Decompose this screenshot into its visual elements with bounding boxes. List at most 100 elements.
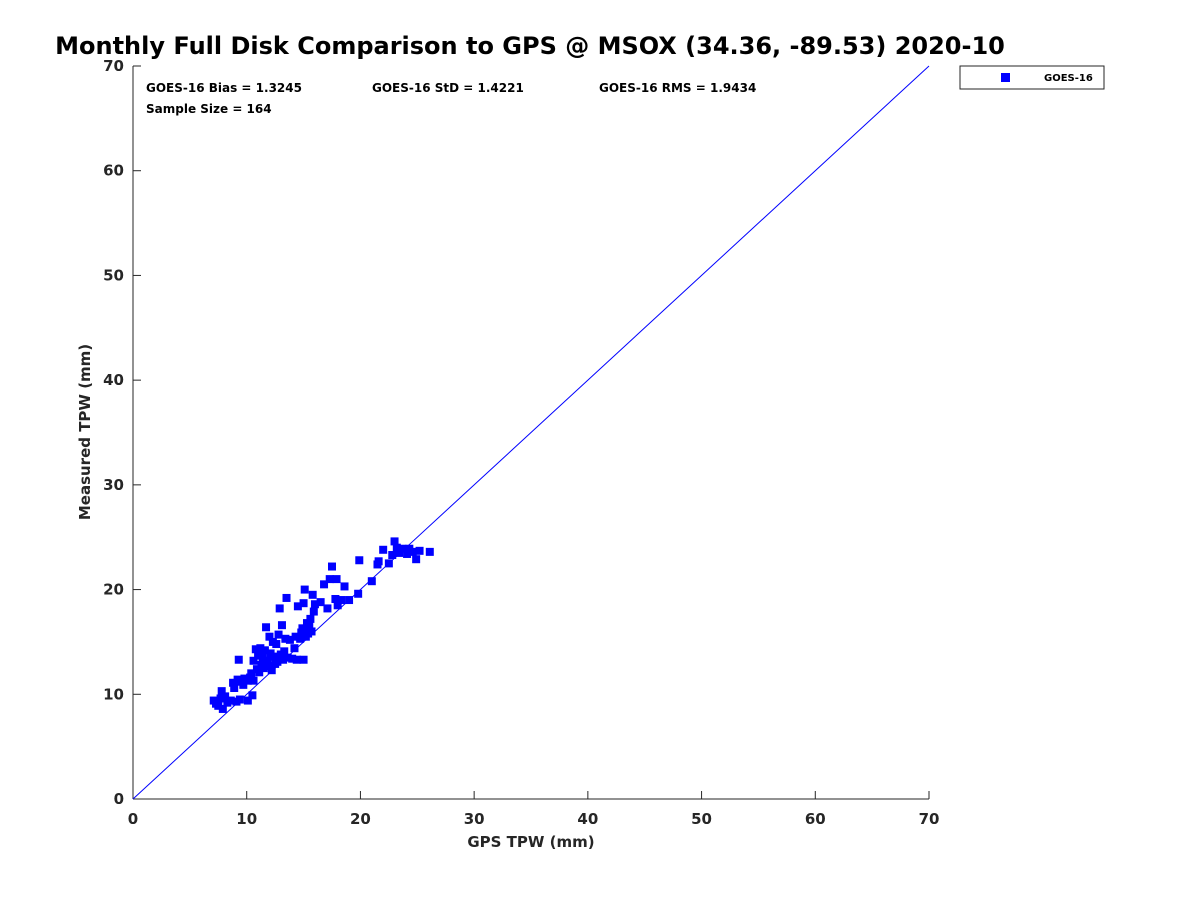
data-point	[267, 666, 276, 675]
data-point	[299, 655, 308, 664]
data-point	[316, 598, 325, 607]
chart-title: Monthly Full Disk Comparison to GPS @ MS…	[55, 32, 1005, 60]
data-point	[305, 622, 314, 631]
data-point	[388, 551, 397, 560]
data-point	[425, 547, 434, 556]
data-point	[390, 537, 399, 546]
data-point	[255, 668, 264, 677]
legend: GOES-16	[959, 65, 1105, 90]
data-point	[379, 545, 388, 554]
data-point	[306, 614, 315, 623]
data-point	[248, 691, 257, 700]
y-tick-label: 70	[103, 57, 124, 75]
x-tick-label: 10	[236, 810, 257, 828]
data-point	[264, 662, 273, 671]
data-point	[345, 596, 354, 605]
x-tick-label: 30	[464, 810, 485, 828]
data-point	[291, 632, 300, 641]
data-point	[292, 655, 301, 664]
data-point	[308, 590, 317, 599]
y-tick-label: 20	[103, 581, 124, 599]
data-point	[216, 694, 225, 703]
x-tick-label: 50	[691, 810, 712, 828]
data-point	[299, 599, 308, 608]
data-point	[293, 602, 302, 611]
std-annotation: GOES-16 StD = 1.4221	[372, 81, 524, 95]
data-point	[260, 646, 269, 655]
rms-annotation: GOES-16 RMS = 1.9434	[599, 81, 756, 95]
data-point	[229, 678, 238, 687]
data-point	[283, 653, 292, 662]
data-point	[256, 644, 265, 653]
data-point	[340, 582, 349, 591]
data-point	[355, 556, 364, 565]
one-to-one-reference-line	[132, 65, 930, 800]
data-point	[275, 604, 284, 613]
legend-label: GOES-16	[1044, 73, 1093, 84]
data-point	[280, 647, 289, 656]
data-point	[328, 562, 336, 571]
x-axis-label: GPS TPW (mm)	[467, 833, 594, 851]
data-point	[384, 559, 393, 568]
x-tick-label: 60	[805, 810, 826, 828]
data-point	[282, 593, 291, 602]
data-point	[254, 651, 263, 660]
data-point	[296, 634, 305, 643]
data-point	[277, 621, 286, 630]
y-tick-label: 30	[103, 476, 124, 494]
data-point	[230, 684, 239, 693]
data-point	[412, 555, 421, 564]
data-point	[217, 687, 226, 696]
data-point	[298, 624, 307, 633]
sample-size-annotation: Sample Size = 164	[146, 102, 272, 116]
data-point	[234, 655, 243, 664]
data-point	[307, 627, 316, 636]
legend-square-marker-icon	[1001, 73, 1010, 82]
legend-box	[959, 65, 1105, 90]
y-axis-label: Measured TPW (mm)	[76, 344, 94, 520]
data-point	[235, 695, 244, 704]
data-point	[367, 577, 376, 586]
data-point	[251, 645, 260, 654]
data-point	[392, 543, 401, 552]
y-tick-label: 40	[103, 371, 124, 389]
y-tick-label: 50	[103, 266, 124, 284]
data-point	[309, 607, 318, 616]
data-point	[226, 696, 235, 705]
data-point	[332, 575, 341, 584]
data-point	[272, 640, 281, 649]
data-point	[323, 604, 332, 613]
data-point	[221, 692, 230, 701]
data-point	[333, 601, 342, 610]
data-point	[273, 657, 282, 666]
data-point	[337, 596, 346, 605]
data-point	[263, 656, 272, 665]
data-point	[395, 548, 404, 557]
y-tick-label: 60	[103, 162, 124, 180]
x-tick-label: 70	[919, 810, 940, 828]
data-point	[247, 669, 256, 678]
axis-ticks: 0 10 20 30 40 50 60 70 0 10 20 30 40 50 60 70	[103, 57, 939, 828]
data-point	[243, 696, 252, 705]
data-point	[279, 655, 288, 664]
data-point	[285, 635, 294, 644]
data-point	[265, 632, 274, 641]
y-tick-label: 10	[103, 685, 124, 703]
data-point	[403, 549, 412, 558]
data-point	[374, 557, 383, 566]
data-point	[288, 654, 297, 663]
bias-annotation: GOES-16 Bias = 1.3245	[146, 81, 302, 95]
data-point	[270, 652, 279, 661]
reference-line-layer	[132, 65, 930, 800]
data-point	[239, 680, 248, 689]
data-point	[300, 585, 309, 594]
data-point	[259, 664, 268, 673]
data-point	[325, 575, 334, 584]
data-point	[398, 544, 407, 553]
data-point	[214, 701, 223, 710]
data-point	[320, 580, 329, 589]
data-point	[354, 589, 363, 598]
data-points	[209, 537, 434, 713]
data-point	[258, 653, 267, 662]
data-point	[249, 676, 258, 685]
